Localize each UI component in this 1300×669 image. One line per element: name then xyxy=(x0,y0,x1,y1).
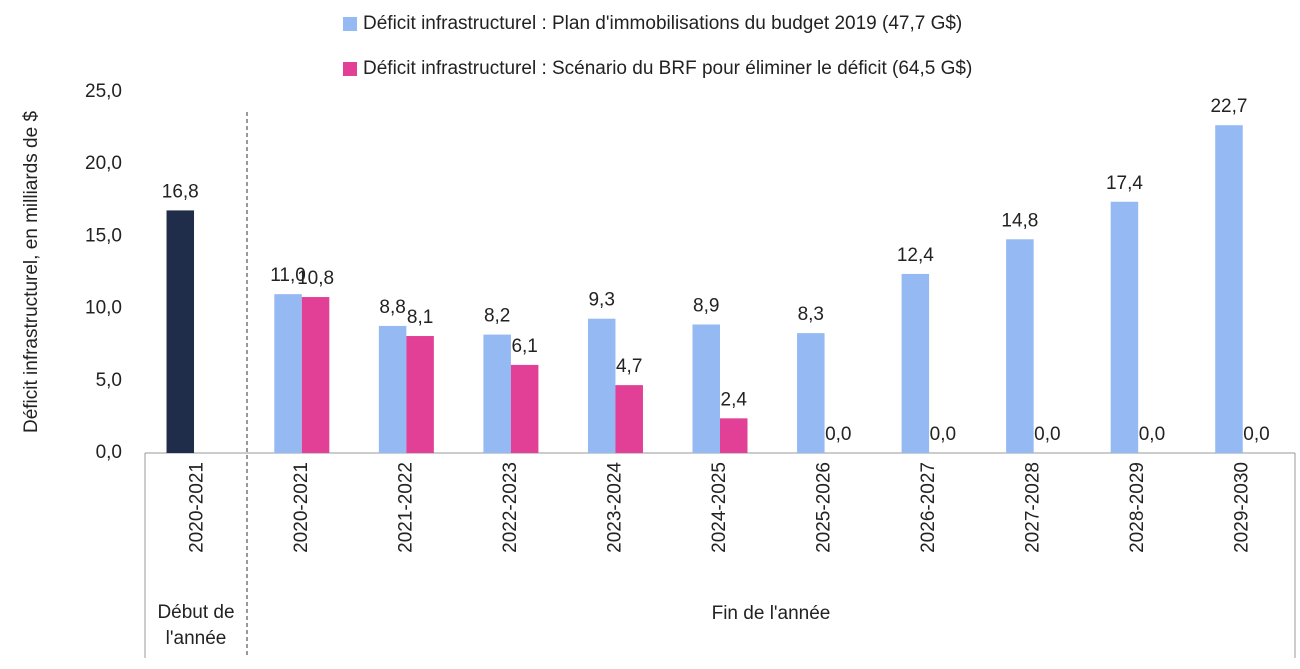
x-tick-label: 2025-2026 xyxy=(814,462,835,553)
bar xyxy=(483,334,511,453)
y-tick-label: 0,0 xyxy=(96,442,122,463)
value-label: 0,0 xyxy=(1243,424,1269,445)
x-tick-label: 2020-2021 xyxy=(186,462,207,553)
bar xyxy=(166,210,195,453)
bar xyxy=(1006,239,1034,453)
y-tick-label: 20,0 xyxy=(85,153,122,174)
bar xyxy=(901,273,930,453)
value-label: 2,4 xyxy=(721,389,748,410)
x-tick-label: 2027-2028 xyxy=(1023,462,1044,553)
group-label: Début de l'année xyxy=(157,602,235,649)
value-label: 22,7 xyxy=(1210,96,1247,117)
value-label: 0,0 xyxy=(825,424,851,445)
value-label: 6,1 xyxy=(511,336,537,357)
bar xyxy=(587,318,616,453)
y-tick-label: 10,0 xyxy=(85,298,122,319)
value-label: 8,8 xyxy=(379,297,405,318)
value-label: 10,8 xyxy=(297,268,334,289)
value-label: 16,8 xyxy=(162,181,199,202)
bar xyxy=(274,294,302,453)
value-label: 8,9 xyxy=(693,295,719,316)
legend-label: Déficit infrastructurel : Plan d'immobil… xyxy=(363,13,962,34)
y-tick-label: 15,0 xyxy=(85,225,122,246)
value-label: 12,4 xyxy=(897,245,934,266)
value-label: 9,3 xyxy=(588,290,614,311)
x-tick-label: 2022-2023 xyxy=(500,462,521,553)
bar xyxy=(797,333,825,453)
value-label: 0,0 xyxy=(1034,424,1060,445)
value-label: 0,0 xyxy=(930,424,956,445)
y-axis-title: Déficit infrastructurel, en milliards de… xyxy=(21,111,42,433)
legend-swatch xyxy=(343,17,357,31)
x-tick-label: 2021-2022 xyxy=(395,462,416,553)
value-label: 17,4 xyxy=(1106,173,1143,194)
y-tick-label: 25,0 xyxy=(85,81,122,102)
bar xyxy=(510,364,539,453)
bar xyxy=(615,385,643,453)
value-label: 8,1 xyxy=(407,307,433,328)
legend-swatch xyxy=(343,62,357,76)
x-tick-label: 2023-2024 xyxy=(604,462,625,553)
x-tick-label: 2028-2029 xyxy=(1127,462,1148,553)
value-label: 14,8 xyxy=(1001,210,1038,231)
value-label: 4,7 xyxy=(616,356,642,377)
group-label: Fin de l'année xyxy=(711,603,831,624)
x-tick-label: 2026-2027 xyxy=(918,462,939,553)
bar xyxy=(720,418,748,453)
x-tick-label: 2020-2021 xyxy=(291,462,312,553)
x-tick-label: 2024-2025 xyxy=(709,462,730,553)
legend-label: Déficit infrastructurel : Scénario du BR… xyxy=(363,58,972,79)
bar xyxy=(378,325,407,453)
bar xyxy=(301,297,330,453)
value-label: 8,2 xyxy=(484,306,510,327)
value-label: 11,0 xyxy=(270,265,306,286)
x-tick-label: 2029-2030 xyxy=(1232,462,1253,553)
bar xyxy=(1110,201,1139,453)
bar xyxy=(1215,125,1243,453)
bar xyxy=(692,324,720,453)
value-label: 8,3 xyxy=(798,304,824,325)
value-label: 0,0 xyxy=(1139,424,1165,445)
bar xyxy=(406,336,434,453)
y-tick-label: 5,0 xyxy=(96,370,122,391)
